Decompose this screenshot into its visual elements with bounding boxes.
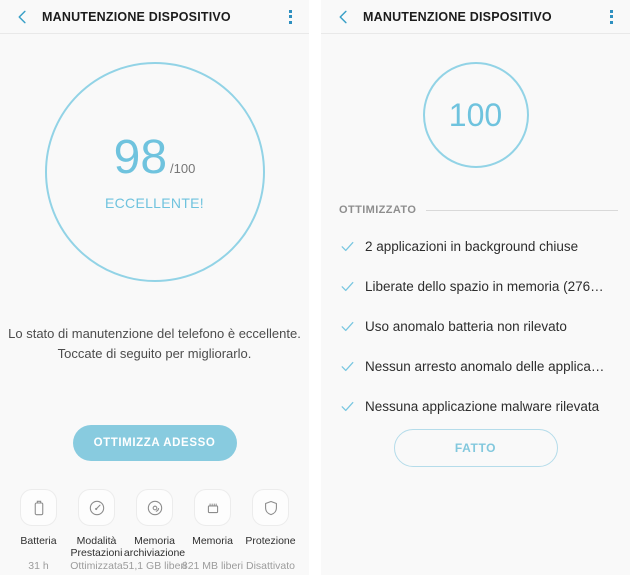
- check-icon: [341, 281, 354, 291]
- check-icon: [341, 241, 354, 251]
- tile-value: Disattivato: [245, 560, 296, 572]
- optimized-section-header: OTTIMIZZATO: [339, 204, 618, 216]
- storage-disc-icon: [147, 500, 162, 515]
- tile-value: Ottimizzata: [70, 560, 123, 572]
- ram-chip-icon: [207, 503, 218, 513]
- kebab-menu-icon[interactable]: [282, 5, 299, 29]
- optimized-item-text: Uso anomalo batteria non rilevato: [365, 318, 567, 334]
- optimized-item-text: Nessuna applicazione malware rilevata: [365, 398, 600, 414]
- optimized-results-list: 2 applicazioni in background chiuse Libe…: [321, 226, 630, 426]
- status-description: Lo stato di manutenzione del telefono è …: [0, 324, 309, 364]
- check-icon: [341, 361, 354, 371]
- back-button[interactable]: [331, 4, 357, 30]
- tile-performance-mode: Modalità Prestazioni Ottimizzata: [68, 489, 126, 572]
- optimized-item-text: Nessun arresto anomalo delle applica…: [365, 358, 605, 374]
- optimized-item-freed-storage: Liberate dello spazio in memoria (276…: [321, 266, 630, 306]
- optimized-item-background-apps: 2 applicazioni in background chiuse: [321, 226, 630, 266]
- optimized-item-text: Liberate dello spazio in memoria (276…: [365, 278, 604, 294]
- check-icon: [341, 401, 354, 411]
- optimized-item-text: 2 applicazioni in background chiuse: [365, 238, 579, 254]
- score-line: 98 /100: [113, 130, 196, 184]
- security-tile-button[interactable]: [252, 489, 289, 526]
- tile-value: 31 h: [28, 560, 49, 572]
- kebab-menu-icon[interactable]: [603, 5, 620, 29]
- tile-security: Protezione Disattivato: [242, 489, 300, 572]
- chevron-left-icon: [339, 10, 347, 23]
- tile-ram: Memoria 821 MB liberi: [181, 489, 244, 572]
- score-max: /100: [170, 160, 196, 176]
- score-value: 98: [113, 130, 168, 184]
- back-button[interactable]: [10, 4, 36, 30]
- chevron-left-icon: [18, 10, 26, 23]
- optimized-section-title: OTTIMIZZATO: [339, 204, 417, 216]
- status-description-line2: Toccate di seguito per migliorarlo.: [57, 346, 252, 361]
- optimized-item-malware: Nessuna applicazione malware rilevata: [321, 386, 630, 426]
- tile-label-line1: Modalità: [76, 535, 117, 547]
- tile-label-line1: Memoria: [134, 535, 175, 547]
- tile-value: 821 MB liberi: [181, 560, 244, 572]
- optimize-now-button[interactable]: OTTIMIZZA ADESSO: [72, 425, 237, 461]
- score-value: 100: [448, 97, 503, 133]
- battery-icon: [34, 500, 43, 515]
- battery-tile-button[interactable]: [20, 489, 57, 526]
- tile-label-line2: archiviazione: [123, 547, 186, 559]
- storage-tile-button[interactable]: [136, 489, 173, 526]
- tile-label-line2: Prestazioni: [70, 547, 123, 559]
- score-status: ECCELLENTE!: [105, 194, 204, 211]
- optimized-item-app-crashes: Nessun arresto anomalo delle applica…: [321, 346, 630, 386]
- tile-battery: Batteria 31 h: [10, 489, 68, 572]
- tile-label-line1: Batteria: [20, 535, 57, 547]
- tile-label-line1: Protezione: [245, 535, 296, 547]
- app-bar: MANUTENZIONE DISPOSITIVO: [321, 0, 630, 34]
- optimized-item-battery-usage: Uso anomalo batteria non rilevato: [321, 306, 630, 346]
- score-circle: 100: [422, 62, 529, 168]
- tile-label-line1: Memoria: [192, 535, 233, 547]
- shield-icon: [264, 500, 277, 515]
- done-button[interactable]: FATTO: [393, 429, 558, 467]
- gauge-icon: [89, 500, 104, 515]
- panel-overview: MANUTENZIONE DISPOSITIVO 98 /100 ECCELLE…: [0, 0, 309, 575]
- ram-tile-button[interactable]: [194, 489, 231, 526]
- score-circle: 98 /100 ECCELLENTE!: [44, 62, 265, 282]
- tile-storage: Memoria archiviazione 51,1 GB liberi: [122, 489, 187, 572]
- maintenance-tiles: Batteria 31 h Modalità Prestazioni: [0, 489, 309, 572]
- tile-value: 51,1 GB liberi: [122, 560, 187, 572]
- page-title: MANUTENZIONE DISPOSITIVO: [363, 9, 552, 24]
- section-divider: [426, 209, 618, 211]
- page-title: MANUTENZIONE DISPOSITIVO: [42, 9, 231, 24]
- status-description-line1: Lo stato di manutenzione del telefono è …: [8, 326, 301, 341]
- app-bar: MANUTENZIONE DISPOSITIVO: [0, 0, 309, 34]
- performance-tile-button[interactable]: [78, 489, 115, 526]
- panel-optimized-results: MANUTENZIONE DISPOSITIVO 100 OTTIMIZZATO…: [321, 0, 630, 575]
- check-icon: [341, 321, 354, 331]
